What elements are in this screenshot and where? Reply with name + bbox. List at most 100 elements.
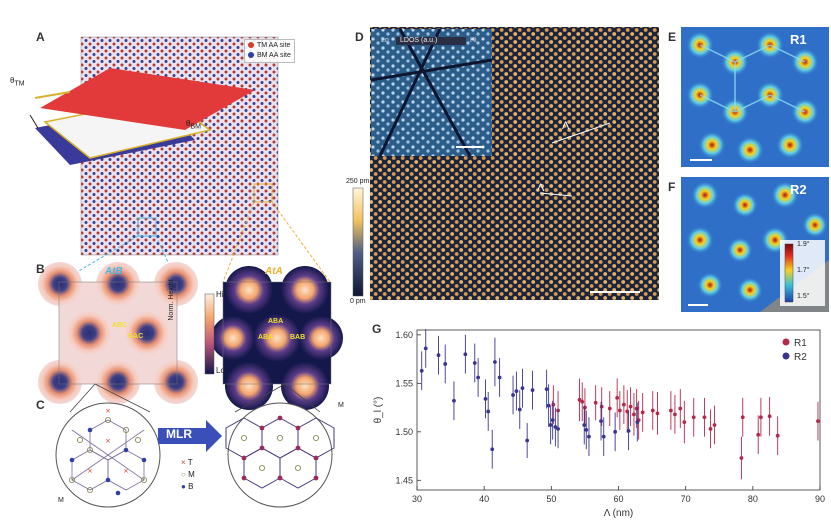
ata-label-aba-1: ABA: [268, 318, 284, 325]
mlr-arrow: [158, 420, 222, 452]
top-layer-sheet: [40, 68, 255, 130]
t-marker: ×: [181, 458, 186, 467]
cbar-tick-1-7: 1.7°: [797, 267, 810, 274]
theta-bm-label: θBM: [186, 119, 201, 131]
x-tick-label: 80: [748, 494, 758, 504]
theta-tm-symbol: θ: [10, 76, 15, 85]
cbar-tick-1-9: 1.9°: [797, 241, 810, 248]
y-tick-label: 1.55: [395, 378, 413, 388]
height-colorbar: [204, 293, 215, 375]
edge-label-m-left: M: [58, 497, 64, 504]
data-point-r1: [632, 412, 636, 417]
data-point-r1: [621, 402, 626, 407]
data-point-r1: [758, 415, 763, 420]
data-point-r2: [419, 368, 424, 373]
ata-label-aba-2: ABA: [258, 334, 274, 341]
data-point-r2: [582, 423, 587, 427]
b-marker: ●: [181, 482, 186, 491]
data-point-r2: [546, 403, 551, 408]
data-point-r1: [775, 433, 780, 438]
data-point-r1: [739, 456, 744, 460]
data-point-r2: [599, 419, 603, 424]
data-point-r2: [497, 375, 502, 380]
ata-label-bab: BAB: [290, 334, 306, 341]
legend-label-r1: R1: [794, 338, 807, 349]
colorbar-hi: Hi: [216, 290, 224, 299]
data-point-r1: [655, 411, 660, 416]
data-point-r2: [486, 409, 491, 414]
data-point-r1: [816, 419, 820, 424]
svg-text:×: ×: [105, 437, 111, 445]
legend-tm-label: TM AA site: [257, 42, 291, 49]
data-point-r1: [607, 406, 612, 411]
y-tick-label: 1.45: [395, 475, 413, 485]
data-point-r1: [691, 415, 696, 420]
data-point-r2: [493, 360, 497, 364]
theta-tm-subscript: TM: [14, 80, 25, 88]
data-point-r1: [634, 406, 639, 411]
x-axis-label: Λ (nm): [604, 508, 633, 519]
data-point-r1: [628, 404, 633, 409]
data-point-r1: [617, 408, 622, 413]
data-point-r1: [682, 420, 687, 425]
b-label: B: [188, 482, 194, 491]
data-point-r2: [626, 428, 631, 433]
data-point-r2: [601, 434, 606, 439]
legend-bm-label: BM AA site: [257, 52, 291, 59]
data-point-r1: [740, 415, 745, 420]
t-label: T: [187, 458, 193, 467]
data-point-r2: [530, 388, 535, 393]
data-point-r1: [577, 397, 582, 402]
data-point-r2: [520, 386, 525, 391]
atb-label-abc: ABC: [112, 322, 128, 329]
data-point-r2: [544, 387, 549, 392]
r1-map-label: R1: [790, 32, 807, 47]
bm-site-marker: [248, 52, 254, 58]
data-point-r2: [443, 362, 448, 366]
data-point-r1: [767, 414, 772, 419]
data-point-r2: [553, 425, 558, 429]
data-point-r2: [463, 352, 468, 357]
x-tick-label: 40: [479, 494, 489, 504]
data-point-r1: [673, 412, 677, 417]
panel-label-f: F: [668, 180, 676, 194]
x-tick-label: 90: [815, 494, 825, 504]
cbar-tick-1-5: 1.5°: [797, 293, 810, 300]
ata-title: AtA: [265, 266, 283, 277]
site-legend: TM AA site BM AA site: [244, 39, 295, 63]
legend-label-r2: R2: [794, 352, 807, 363]
height-colorbar-d: [352, 187, 364, 297]
data-point-r1: [583, 405, 587, 410]
data-point-r2: [550, 418, 555, 423]
data-point-r1: [668, 408, 673, 413]
data-point-r2: [476, 375, 481, 380]
data-point-r2: [436, 353, 441, 358]
tm-site-marker: [248, 42, 254, 48]
theta-tm-label: θTM: [10, 76, 25, 88]
lambda-label-lower: Λ: [537, 182, 545, 194]
ata-lattice-circle: [227, 402, 333, 508]
data-point-r2: [635, 420, 640, 425]
data-point-r1: [599, 404, 604, 409]
m-marker: ○: [181, 470, 186, 479]
inset-lo: Lo: [381, 37, 389, 44]
x-tick-label: 30: [412, 494, 422, 504]
scatter-chart-g: 30 40 50 60 70 80 90 1.45 1.50 1.55 1.60 Λ (nm) θ_l …: [373, 329, 825, 519]
data-point-r2: [517, 407, 522, 412]
panel-label-c: C: [36, 398, 45, 412]
data-point-r2: [490, 447, 495, 452]
twist-angle-colorbar: [784, 243, 794, 303]
inset-title: LDOS (a.u.): [400, 37, 438, 44]
legend-marker-r2: [782, 352, 790, 360]
colorbar-lo: Lo: [216, 366, 225, 375]
panel-label-e: E: [668, 30, 677, 44]
panel-label-a: A: [36, 30, 45, 44]
lambda-label-upper: Λ: [562, 120, 570, 132]
svg-text:×: ×: [105, 407, 111, 415]
mlr-label: MLR: [166, 427, 192, 441]
data-point-r1: [708, 427, 713, 431]
data-point-r2: [525, 438, 530, 443]
data-point-r2: [514, 389, 519, 393]
data-point-r2: [587, 434, 591, 439]
